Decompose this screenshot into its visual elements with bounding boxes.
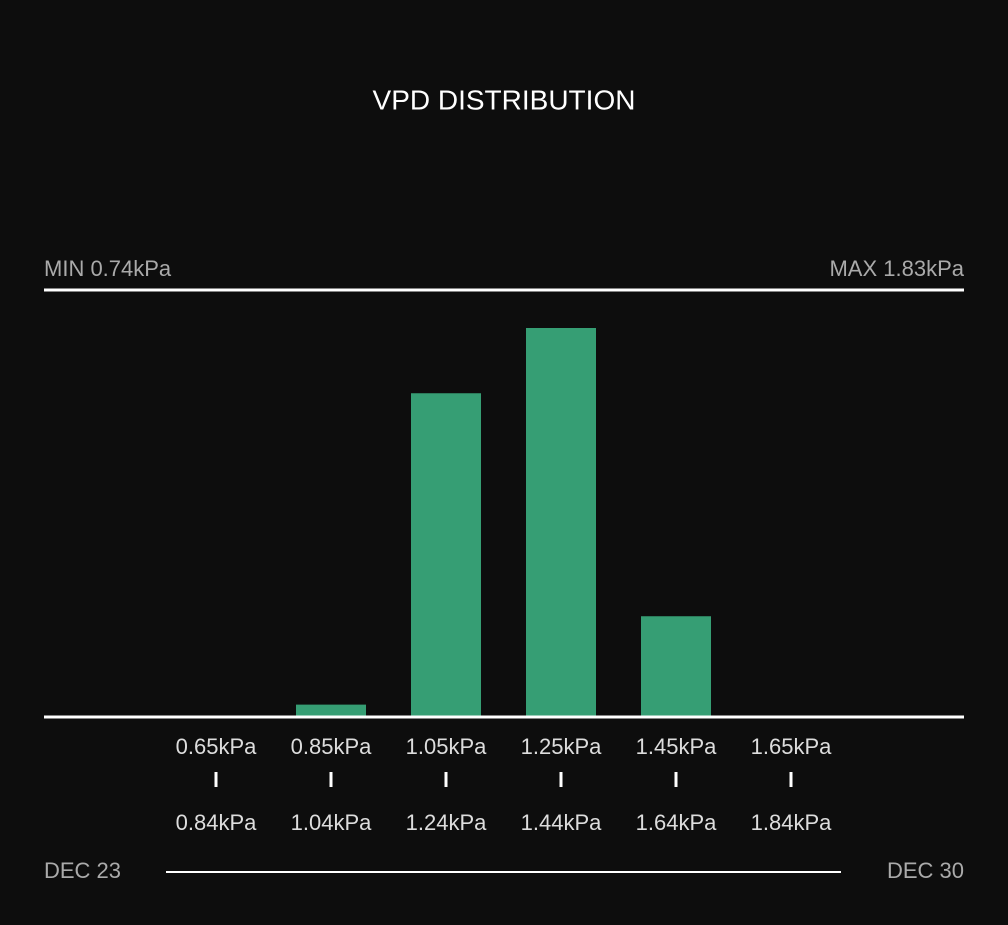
bar <box>641 616 711 717</box>
bin-start-label: 0.65kPa <box>176 734 257 759</box>
bar <box>526 328 596 717</box>
bin-end-label: 1.84kPa <box>751 810 832 835</box>
chart-title: VPD DISTRIBUTION <box>373 84 636 115</box>
bin-end-label: 1.04kPa <box>291 810 372 835</box>
max-label: MAX 1.83kPa <box>829 256 964 281</box>
start-date: DEC 23 <box>44 858 121 883</box>
bin-end-label: 1.44kPa <box>521 810 602 835</box>
bin-start-label: 1.05kPa <box>406 734 487 759</box>
bin-end-label: 0.84kPa <box>176 810 257 835</box>
bar <box>296 704 366 717</box>
bin-start-label: 1.45kPa <box>636 734 717 759</box>
bin-end-label: 1.24kPa <box>406 810 487 835</box>
min-label: MIN 0.74kPa <box>44 256 172 281</box>
bin-start-label: 1.65kPa <box>751 734 832 759</box>
bin-end-label: 1.64kPa <box>636 810 717 835</box>
bin-start-label: 1.25kPa <box>521 734 602 759</box>
bar <box>411 393 481 717</box>
end-date: DEC 30 <box>887 858 964 883</box>
bin-start-label: 0.85kPa <box>291 734 372 759</box>
